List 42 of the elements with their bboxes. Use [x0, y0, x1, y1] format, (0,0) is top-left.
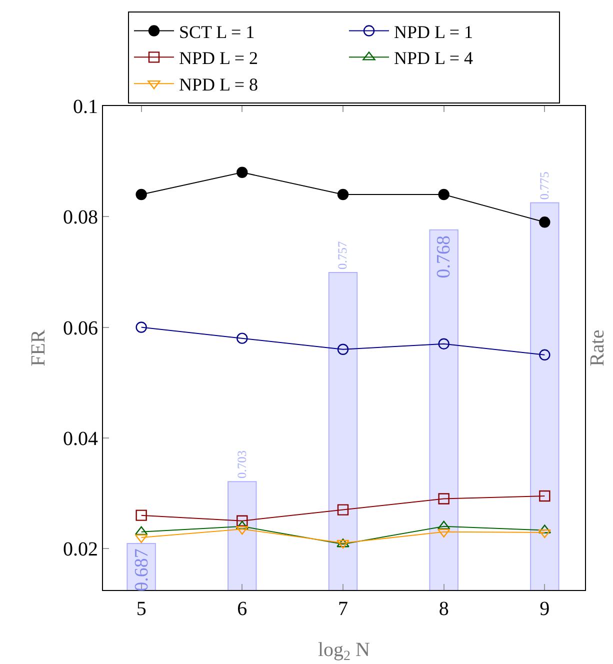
y-tick-label: 0.02 — [63, 538, 98, 561]
data-label: 0.768 — [433, 235, 454, 278]
data-label: 0.703 — [234, 450, 249, 479]
y-tick-label: 0.04 — [63, 428, 98, 450]
legend-label: NPD L = 4 — [394, 48, 473, 68]
point — [539, 216, 550, 228]
y2-axis-title: Rate — [586, 330, 608, 366]
point — [236, 166, 248, 178]
y-axis-title: FER — [28, 329, 50, 366]
x-tick-label: 7 — [338, 598, 348, 620]
point — [136, 188, 147, 200]
point — [136, 510, 147, 521]
point — [136, 322, 147, 333]
point — [134, 534, 148, 544]
data-label: 0.775 — [537, 172, 552, 200]
point — [539, 490, 550, 502]
point — [539, 349, 550, 361]
legend-label: NPD L = 2 — [179, 48, 258, 68]
point — [236, 515, 248, 526]
point — [337, 188, 349, 200]
x-axis-title: log$_{2}$ N — [318, 638, 370, 664]
data-label: 0.757 — [336, 241, 350, 270]
x-tick-label: 8 — [438, 598, 449, 620]
legend-label: SCT L = 1 — [179, 22, 255, 42]
y-tick-label: 0.08 — [63, 206, 98, 229]
data-label: 0.687 — [131, 548, 152, 592]
x-tick-label: 9 — [540, 598, 550, 620]
x-tick-label: 6 — [237, 598, 248, 620]
point — [438, 493, 450, 504]
point — [538, 529, 552, 538]
point — [337, 344, 349, 355]
point — [437, 528, 450, 538]
y-tick-label: 0.06 — [63, 317, 98, 340]
point — [337, 504, 349, 516]
x-tick-label: 5 — [136, 598, 146, 620]
legend-label: NPD L = 1 — [394, 22, 473, 42]
point — [134, 526, 148, 536]
point — [236, 332, 248, 344]
point — [438, 188, 450, 200]
point — [438, 338, 450, 350]
legend-label: NPD L = 8 — [179, 74, 258, 95]
y-tick-label: 0.1 — [73, 96, 98, 118]
